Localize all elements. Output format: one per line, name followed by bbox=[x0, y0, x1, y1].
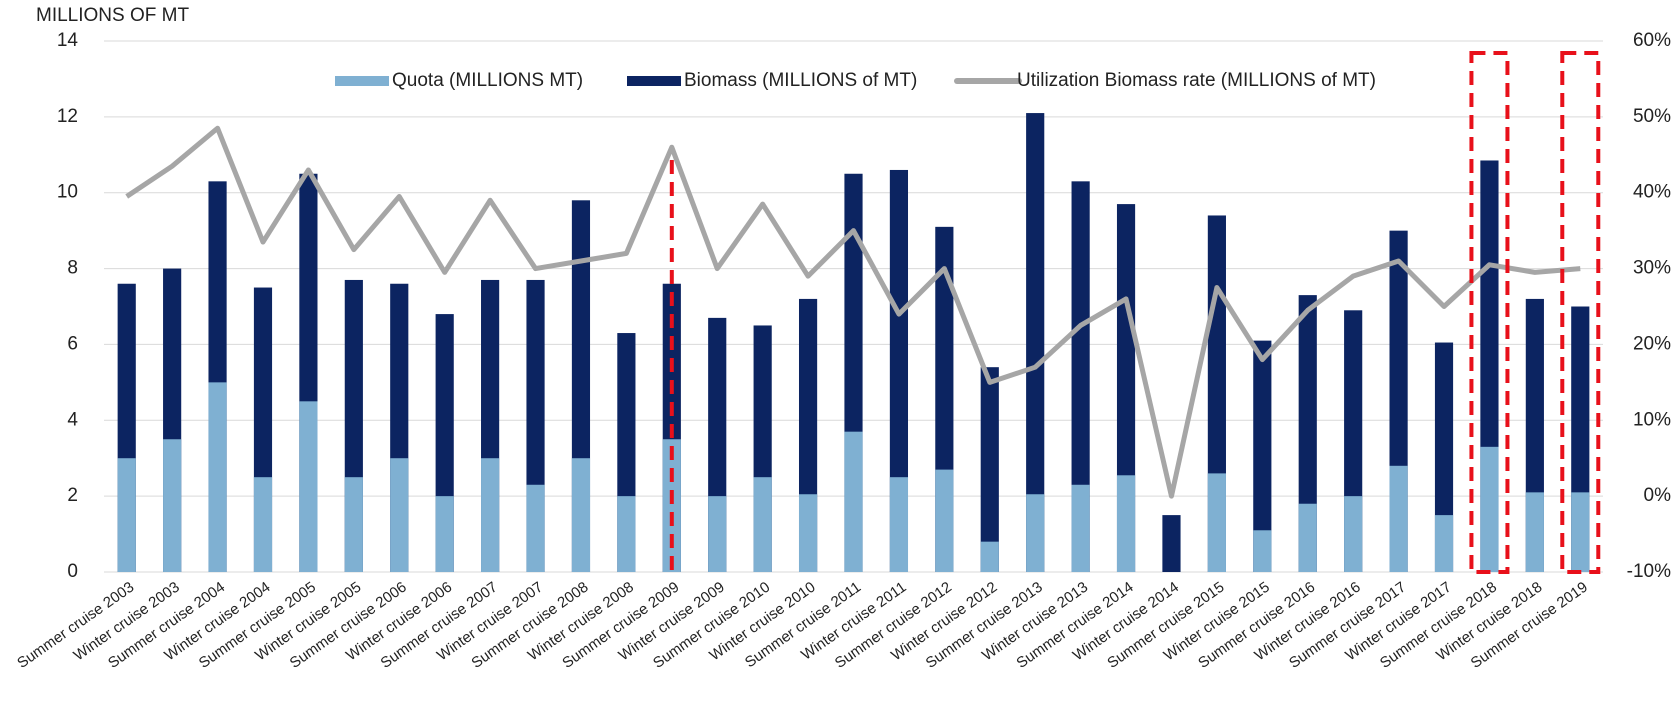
y-tick-label: 4 bbox=[67, 409, 78, 430]
annotation-box bbox=[1560, 51, 1601, 574]
bar bbox=[1434, 515, 1454, 572]
bar bbox=[1207, 473, 1226, 572]
bar bbox=[662, 439, 681, 572]
legend-label: Biomass (MILLIONS of MT) bbox=[684, 70, 917, 91]
y2-tick-label: 10% bbox=[1633, 409, 1671, 430]
legend-swatch bbox=[335, 76, 389, 86]
bar bbox=[117, 458, 136, 572]
legend-swatch bbox=[627, 76, 681, 86]
bar bbox=[1116, 475, 1136, 572]
bar bbox=[1571, 492, 1590, 572]
bar bbox=[1162, 515, 1181, 572]
bar bbox=[1071, 181, 1090, 573]
bar bbox=[1071, 484, 1090, 572]
y2-tick-label: 30% bbox=[1633, 258, 1671, 279]
y2-tick-label: 60% bbox=[1633, 30, 1671, 51]
bar bbox=[708, 496, 727, 572]
bar bbox=[1389, 465, 1408, 572]
bar bbox=[571, 458, 591, 572]
bar bbox=[481, 458, 500, 572]
bar bbox=[980, 367, 999, 572]
annotation-box bbox=[1469, 51, 1510, 574]
bar bbox=[435, 496, 454, 572]
y2-tick-label: -10% bbox=[1627, 561, 1671, 582]
y2-tick-label: 0% bbox=[1644, 485, 1672, 506]
bar bbox=[1298, 295, 1317, 572]
y2-tick-label: 20% bbox=[1633, 333, 1671, 354]
legend-label: Utilization Biomass rate (MILLIONS of MT… bbox=[1017, 70, 1376, 91]
y-tick-label: 6 bbox=[67, 333, 78, 354]
line bbox=[125, 125, 1581, 499]
bar bbox=[1480, 446, 1499, 572]
y2-tick-label: 40% bbox=[1633, 182, 1671, 203]
bar bbox=[935, 469, 954, 572]
y-tick-label: 14 bbox=[57, 30, 79, 51]
y-tick-label: 0 bbox=[67, 561, 78, 582]
bar bbox=[390, 458, 409, 572]
bar bbox=[1253, 340, 1272, 572]
bar bbox=[889, 169, 909, 572]
bar bbox=[526, 484, 545, 572]
bar bbox=[253, 477, 273, 572]
bar bbox=[163, 439, 182, 572]
bar bbox=[1026, 113, 1045, 573]
bar bbox=[1344, 496, 1363, 572]
bar bbox=[753, 477, 772, 572]
bar bbox=[617, 496, 636, 572]
bar bbox=[299, 401, 318, 572]
bar bbox=[344, 477, 363, 572]
bar bbox=[208, 382, 227, 572]
y-tick-label: 10 bbox=[57, 182, 78, 203]
y2-tick-label: 50% bbox=[1633, 106, 1671, 127]
bar bbox=[980, 541, 999, 572]
bar bbox=[1434, 342, 1454, 572]
bar bbox=[1026, 494, 1045, 572]
y-tick-label: 12 bbox=[57, 106, 78, 127]
bar bbox=[798, 494, 818, 572]
bar bbox=[1525, 492, 1544, 572]
y-tick-label: 2 bbox=[67, 485, 78, 506]
bar bbox=[1298, 503, 1317, 572]
bar bbox=[1253, 530, 1272, 572]
bar bbox=[889, 477, 909, 572]
legend-label: Quota (MILLIONS MT) bbox=[392, 70, 583, 91]
bar bbox=[844, 431, 863, 572]
y-tick-label: 8 bbox=[67, 258, 78, 279]
y-axis-label: MILLIONS OF MT bbox=[36, 5, 189, 26]
